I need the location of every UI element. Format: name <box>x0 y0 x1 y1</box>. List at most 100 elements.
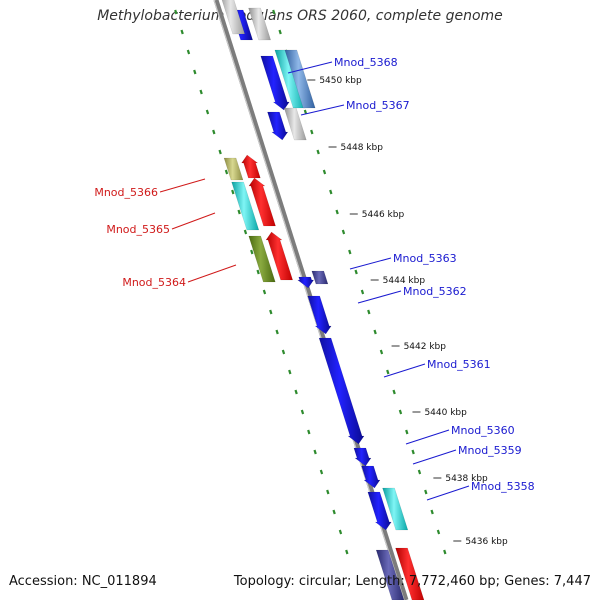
gene-arrow <box>283 107 307 141</box>
track-dot <box>319 469 324 475</box>
scale-tick-label: 5438 kbp <box>445 474 488 484</box>
gene-label[interactable]: Mnod_5363 <box>393 252 457 265</box>
track-dot <box>275 329 279 335</box>
gene-label[interactable]: Mnod_5368 <box>334 56 398 69</box>
gene-arrow <box>395 547 425 600</box>
track-dot <box>250 249 254 255</box>
track-dot <box>256 269 260 275</box>
scale-tick-label: 5444 kbp <box>383 276 426 286</box>
track-dot <box>417 469 422 475</box>
scale-ticks: 5450 kbp 5448 kbp 5446 kbp 5444 kbp 5442 kbp… <box>307 76 508 547</box>
scale-tick-label: 5450 kbp <box>319 76 362 86</box>
track-dot <box>329 189 333 195</box>
track-dot <box>186 49 191 55</box>
gene-label[interactable]: Mnod_5365 <box>106 223 170 236</box>
track-dot <box>367 309 371 315</box>
gene-features <box>221 0 425 600</box>
gene-label[interactable]: Mnod_5364 <box>122 276 186 289</box>
gene-leader-line <box>187 264 237 283</box>
gene-leader-line <box>287 61 333 74</box>
scale-tick-label: 5442 kbp <box>404 342 447 352</box>
gene-arrow <box>223 157 244 181</box>
track-dot <box>424 489 428 495</box>
track-dot <box>205 109 210 115</box>
gene-leader-line <box>383 363 426 378</box>
gene-leader-line <box>171 212 216 230</box>
outer-dotted-track <box>174 9 349 555</box>
track-dot <box>398 409 403 415</box>
track-dot <box>326 489 330 495</box>
gene-arrow <box>260 55 290 111</box>
gene-leader-line <box>300 104 345 116</box>
track-dot <box>303 109 308 115</box>
track-dot <box>262 289 267 295</box>
gene-arrow <box>318 337 365 445</box>
gene-arrow <box>241 154 261 179</box>
track-dot <box>345 549 349 555</box>
track-dot <box>335 209 339 215</box>
track-dot <box>224 169 229 175</box>
track-dot <box>386 369 390 375</box>
scale-tick-label: 5448 kbp <box>341 143 384 153</box>
track-dot <box>354 269 358 275</box>
track-dot <box>307 429 311 435</box>
track-dot <box>243 229 248 235</box>
feature-block <box>221 0 246 35</box>
gene-leader-line <box>159 178 206 193</box>
gene-label[interactable]: Mnod_5358 <box>471 480 535 493</box>
gene-arrow <box>375 549 405 600</box>
track-dot <box>174 9 178 15</box>
gene-arrow <box>265 231 294 281</box>
gene-label[interactable]: Mnod_5360 <box>451 424 515 437</box>
track-dot <box>430 509 434 515</box>
gene-leader-line <box>405 429 450 445</box>
gene-arrow <box>248 235 276 283</box>
gene-labels: Mnod_5368 Mnod_5367 Mnod_5366 Mnod_5365 Mnod… <box>94 56 535 501</box>
gene-arrow <box>311 270 329 285</box>
track-dot <box>373 329 377 335</box>
gene-arrow <box>248 177 276 227</box>
gene-arrow <box>382 487 409 531</box>
feature-block <box>248 7 272 41</box>
track-dot <box>237 209 241 215</box>
track-dot <box>278 29 282 35</box>
gene-arrow <box>284 49 316 109</box>
accession-text: Accession: NC_011894 <box>9 574 157 589</box>
track-dot <box>411 449 415 455</box>
gene-leader-line <box>412 449 457 465</box>
gene-arrow <box>353 447 372 467</box>
track-dot <box>338 529 343 535</box>
scale-tick-label: 5440 kbp <box>424 408 467 418</box>
gene-label[interactable]: Mnod_5366 <box>94 186 158 199</box>
track-dot <box>310 129 314 135</box>
scale-tick-label: 5436 kbp <box>465 537 508 547</box>
gene-label[interactable]: Mnod_5359 <box>458 444 522 457</box>
track-dot <box>316 149 320 155</box>
track-dot <box>379 349 384 355</box>
track-dot <box>405 429 409 435</box>
gene-label[interactable]: Mnod_5367 <box>346 99 410 112</box>
map-title: Methylobacterium nodulans ORS 2060, comp… <box>97 8 503 24</box>
inner-dotted-track <box>272 9 447 555</box>
track-dot <box>348 249 352 255</box>
track-dot <box>193 69 197 75</box>
track-dot <box>231 189 235 195</box>
track-dot <box>218 149 222 155</box>
genome-summary-text: Topology: circular; Length: 7,772,460 bp… <box>233 574 591 589</box>
gene-leader-line <box>426 485 470 501</box>
gene-leader-line <box>357 290 402 304</box>
gene-label[interactable]: Mnod_5362 <box>403 285 467 298</box>
gene-arrow <box>361 465 381 489</box>
gene-arrow <box>307 295 332 335</box>
track-dot <box>212 129 216 135</box>
track-dot <box>341 229 346 235</box>
gene-arrow <box>231 181 260 231</box>
gene-arrow <box>367 491 392 531</box>
track-dot <box>322 169 327 175</box>
gene-label[interactable]: Mnod_5361 <box>427 358 491 371</box>
track-dot <box>269 309 273 315</box>
track-dot <box>392 389 396 395</box>
track-dot <box>272 9 276 15</box>
scale-tick-label: 5446 kbp <box>362 210 405 220</box>
track-dot <box>443 549 447 555</box>
